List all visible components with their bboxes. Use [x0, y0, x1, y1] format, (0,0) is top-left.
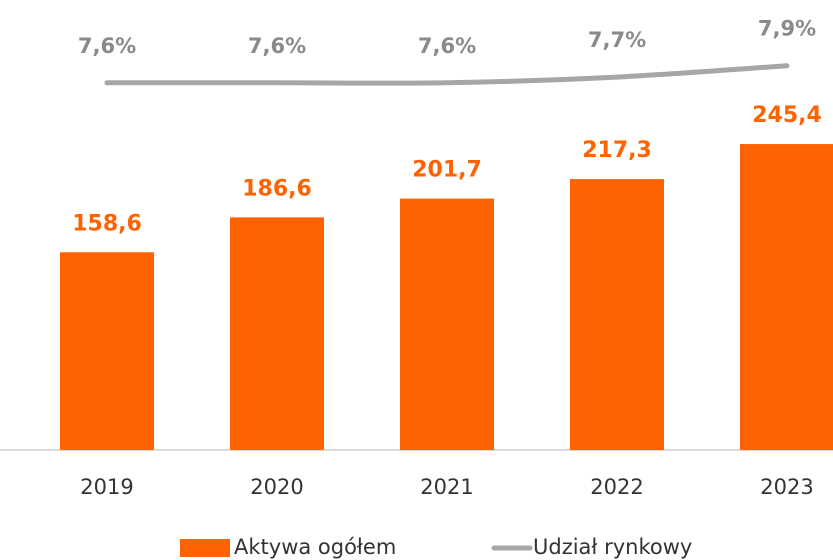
- x-tick-label: 2022: [590, 475, 643, 499]
- bar: [570, 179, 664, 450]
- x-tick-label: 2021: [420, 475, 473, 499]
- line-value-label: 7,7%: [588, 28, 646, 52]
- legend-swatch: [180, 539, 230, 557]
- bar: [400, 198, 494, 450]
- bar: [230, 217, 324, 450]
- bar: [60, 252, 154, 450]
- bar-value-label: 201,7: [412, 158, 482, 183]
- bar-value-label: 217,3: [582, 138, 652, 163]
- bar-value-label: 158,6: [72, 211, 142, 236]
- x-tick-label: 2019: [80, 475, 133, 499]
- bar-value-label: 245,4: [752, 103, 822, 128]
- line-value-label: 7,6%: [78, 34, 136, 58]
- line: [104, 63, 790, 86]
- line-value-label: 7,6%: [418, 34, 476, 58]
- x-tick-label: 2023: [760, 475, 813, 499]
- line-value-label: 7,9%: [758, 17, 816, 41]
- line-value-label: 7,6%: [248, 34, 306, 58]
- x-tick-label: 2020: [250, 475, 303, 499]
- legend-label: Udział rynkowy: [533, 535, 692, 559]
- bar-value-label: 186,6: [242, 176, 312, 201]
- legend-label: Aktywa ogółem: [234, 535, 396, 559]
- bar: [740, 144, 833, 450]
